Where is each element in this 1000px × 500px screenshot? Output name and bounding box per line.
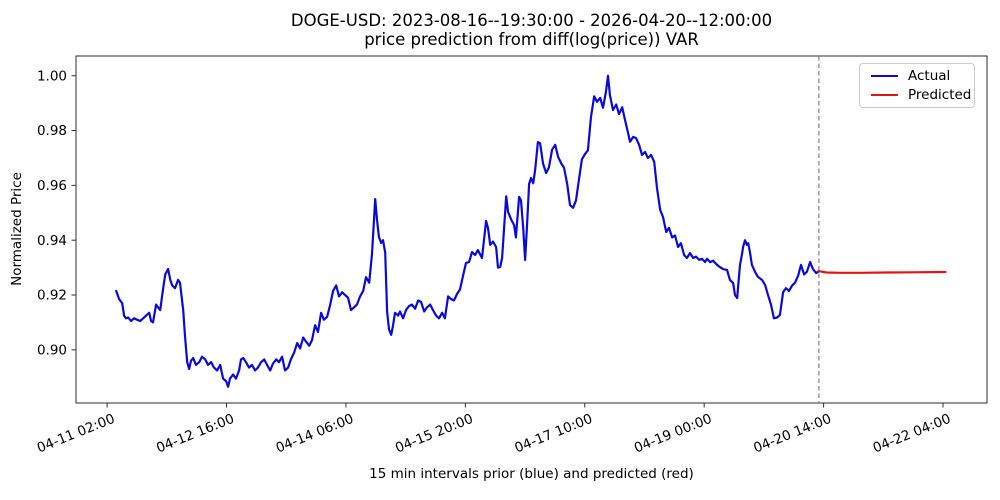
predicted-line xyxy=(817,270,947,274)
y-tick-label: 0.96 xyxy=(37,178,67,194)
x-tick-label: 04-11 02:00 xyxy=(35,411,117,457)
y-tick-label: 0.92 xyxy=(37,288,67,304)
y-tick-label: 0.90 xyxy=(37,342,67,358)
y-tick-label: 0.98 xyxy=(37,123,67,139)
actual-line xyxy=(115,74,821,388)
x-axis-label: 15 min intervals prior (blue) and predic… xyxy=(369,466,694,482)
x-tick-label: 04-15 20:00 xyxy=(393,411,475,457)
chart-title: DOGE-USD: 2023-08-16--19:30:00 - 2026-04… xyxy=(76,11,987,50)
legend-label-predicted: Predicted xyxy=(908,86,972,103)
legend-label-actual: Actual xyxy=(908,68,951,85)
actual-line-swatch xyxy=(871,75,898,78)
y-tick-label: 0.94 xyxy=(37,233,67,249)
y-tick-label: 1.00 xyxy=(37,68,67,84)
legend-entry-predicted: Predicted xyxy=(860,87,974,103)
x-tick-label: 04-12 16:00 xyxy=(154,411,236,457)
x-tick-label: 04-20 14:00 xyxy=(751,411,833,457)
axes-border xyxy=(75,55,988,404)
x-tick-label: 04-17 10:00 xyxy=(512,411,594,457)
chart-title-line2: price prediction from diff(log(price)) V… xyxy=(364,30,699,50)
chart-title-line1: DOGE-USD: 2023-08-16--19:30:00 - 2026-04… xyxy=(290,11,773,30)
x-tick-label: 04-22 04:00 xyxy=(871,411,953,457)
x-tick-label: 04-14 06:00 xyxy=(274,411,356,457)
legend: Actual Predicted xyxy=(859,63,975,108)
legend-entry-actual: Actual xyxy=(860,68,974,84)
predicted-line-swatch xyxy=(871,93,898,96)
x-tick-label: 04-19 00:00 xyxy=(632,411,714,457)
